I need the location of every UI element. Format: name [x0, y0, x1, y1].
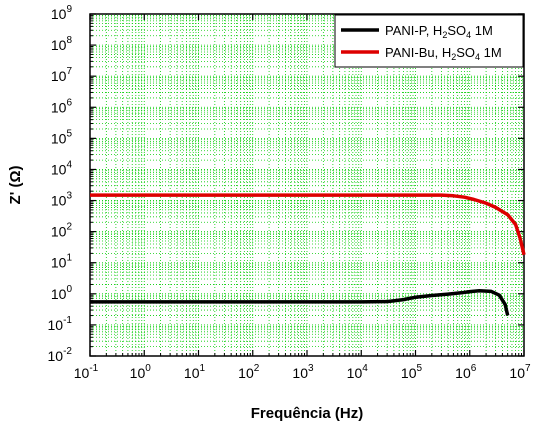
y-tick-base: 10	[51, 224, 67, 240]
y-tick-exp: 0	[66, 284, 72, 295]
x-tick-label: 102	[238, 363, 260, 381]
x-tick-base: 10	[455, 365, 471, 381]
y-tick-label: 101	[51, 253, 73, 271]
legend-text-part: SO	[456, 45, 475, 60]
x-tick-base: 10	[74, 365, 90, 381]
y-tick-exp: 4	[66, 159, 72, 170]
x-tick-exp: 6	[471, 363, 477, 374]
x-tick-label: 10-1	[74, 363, 99, 381]
x-tick-base: 10	[130, 365, 146, 381]
y-tick-exp: 3	[66, 191, 72, 202]
x-tick-label: 106	[455, 363, 477, 381]
y-tick-base: 10	[48, 317, 64, 333]
x-tick-base: 10	[238, 365, 254, 381]
y-axis-title: Z' (Ω)	[7, 166, 24, 205]
y-tick-base: 10	[51, 37, 67, 53]
y-tick-exp: 1	[66, 253, 72, 264]
series-line-1	[90, 289, 510, 316]
x-tick-base: 10	[509, 365, 525, 381]
x-tick-base: 10	[401, 365, 417, 381]
y-tick-exp: -1	[63, 315, 72, 326]
x-tick-base: 10	[184, 365, 200, 381]
legend-text-part: PANI-Bu, H	[385, 45, 451, 60]
y-tick-base: 10	[51, 286, 67, 302]
legend-label-1: PANI-P, H2SO4 1M	[385, 23, 493, 40]
y-tick-label: 108	[51, 35, 73, 53]
grid	[90, 14, 524, 356]
x-tick-exp: 1	[200, 363, 206, 374]
y-tick-label: 10-2	[48, 346, 73, 364]
x-tick-label: 105	[401, 363, 423, 381]
y-tick-base: 10	[51, 99, 67, 115]
series-line-2	[90, 193, 526, 256]
legend-label-2: PANI-Bu, H2SO4 1M	[385, 45, 502, 62]
x-tick-label: 100	[130, 363, 152, 381]
y-tick-label: 103	[51, 191, 73, 209]
x-tick-exp: 7	[525, 363, 531, 374]
x-tick-exp: 2	[254, 363, 260, 374]
y-tick-exp: 7	[66, 66, 72, 77]
legend-subscript: 2	[442, 30, 447, 40]
x-tick-exp: -1	[89, 363, 98, 374]
x-tick-label: 107	[509, 363, 531, 381]
y-tick-base: 10	[51, 255, 67, 271]
x-tick-exp: 0	[145, 363, 151, 374]
x-tick-exp: 5	[417, 363, 423, 374]
y-tick-exp: 6	[66, 97, 72, 108]
y-tick-label: 104	[51, 159, 73, 177]
x-tick-label: 104	[347, 363, 369, 381]
y-tick-exp: 8	[66, 35, 72, 46]
legend-text-part: 1M	[480, 45, 502, 60]
series-lines	[90, 193, 526, 316]
y-tick-exp: -2	[63, 346, 72, 357]
axis-ticks: 10-1 100 101 102 103 104 105 106 10710-210-11001…	[48, 4, 531, 381]
y-tick-exp: 5	[66, 128, 72, 139]
legend-text-part: PANI-P, H	[385, 23, 442, 38]
y-tick-exp: 2	[66, 222, 72, 233]
y-tick-label: 109	[51, 4, 73, 22]
y-tick-label: 105	[51, 128, 73, 146]
x-tick-exp: 3	[308, 363, 314, 374]
legend-box	[334, 14, 524, 68]
y-tick-base: 10	[51, 130, 67, 146]
legend-subscript: 4	[475, 52, 480, 62]
y-tick-label: 100	[51, 284, 73, 302]
x-tick-label: 103	[292, 363, 314, 381]
legend-text-part: 1M	[471, 23, 493, 38]
y-tick-label: 102	[51, 222, 73, 240]
legend-text-part: SO	[447, 23, 466, 38]
y-tick-label: 10-1	[48, 315, 73, 333]
y-tick-exp: 9	[66, 4, 72, 15]
y-tick-base: 10	[51, 193, 67, 209]
x-axis-title: Frequência (Hz)	[251, 405, 364, 422]
x-tick-label: 101	[184, 363, 206, 381]
x-tick-base: 10	[347, 365, 363, 381]
x-tick-base: 10	[292, 365, 308, 381]
y-tick-base: 10	[51, 68, 67, 84]
legend-subscript: 2	[451, 52, 456, 62]
x-tick-exp: 4	[362, 363, 368, 374]
legend-subscript: 4	[466, 30, 471, 40]
y-tick-label: 107	[51, 66, 73, 84]
y-tick-label: 106	[51, 97, 73, 115]
y-tick-base: 10	[51, 161, 67, 177]
y-tick-base: 10	[51, 6, 67, 22]
y-tick-base: 10	[48, 348, 64, 364]
